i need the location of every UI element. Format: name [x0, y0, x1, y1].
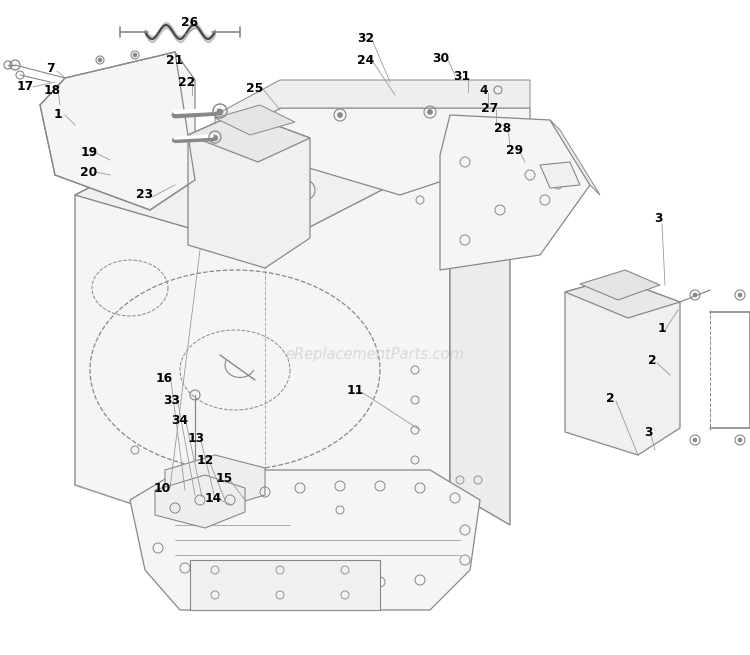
Circle shape	[133, 53, 137, 57]
Polygon shape	[215, 80, 530, 148]
Text: 17: 17	[16, 81, 34, 94]
Polygon shape	[440, 115, 590, 270]
Polygon shape	[580, 270, 660, 300]
Polygon shape	[565, 278, 680, 455]
Text: 10: 10	[153, 481, 170, 495]
Text: 1: 1	[658, 322, 666, 335]
Polygon shape	[165, 455, 265, 510]
Circle shape	[693, 293, 697, 297]
Polygon shape	[188, 112, 310, 268]
Text: 2: 2	[606, 392, 614, 405]
Circle shape	[427, 109, 433, 115]
Polygon shape	[188, 112, 310, 162]
Polygon shape	[540, 162, 580, 188]
Text: 29: 29	[506, 143, 524, 157]
Polygon shape	[40, 52, 195, 210]
Text: 1: 1	[54, 109, 62, 121]
Polygon shape	[75, 100, 450, 250]
Circle shape	[98, 58, 102, 62]
Circle shape	[693, 438, 697, 442]
Text: 28: 28	[494, 121, 512, 134]
Text: 12: 12	[196, 453, 214, 466]
Polygon shape	[130, 470, 480, 610]
Circle shape	[338, 113, 343, 117]
Circle shape	[58, 118, 62, 122]
Text: 24: 24	[358, 54, 374, 67]
Polygon shape	[215, 108, 530, 195]
Polygon shape	[450, 155, 510, 525]
Circle shape	[556, 183, 560, 187]
Text: 30: 30	[433, 52, 449, 64]
Text: 32: 32	[358, 31, 374, 45]
Polygon shape	[215, 105, 295, 135]
Text: 7: 7	[46, 62, 54, 75]
Text: 13: 13	[188, 432, 205, 445]
Text: 16: 16	[155, 371, 172, 384]
Polygon shape	[550, 120, 600, 195]
Text: 25: 25	[246, 81, 264, 94]
Text: 26: 26	[182, 16, 199, 29]
Text: 22: 22	[178, 75, 196, 88]
Text: 21: 21	[166, 54, 184, 67]
Text: 20: 20	[80, 166, 98, 179]
Circle shape	[738, 438, 742, 442]
Text: 4: 4	[480, 83, 488, 96]
Polygon shape	[75, 100, 450, 545]
Circle shape	[738, 293, 742, 297]
Text: 3: 3	[644, 426, 652, 438]
Text: 19: 19	[80, 147, 98, 160]
Polygon shape	[565, 278, 680, 318]
Text: 2: 2	[648, 354, 656, 367]
Text: eReplacementParts.com: eReplacementParts.com	[286, 348, 464, 362]
Circle shape	[253, 128, 257, 132]
Text: 18: 18	[44, 83, 61, 96]
Circle shape	[550, 166, 554, 170]
Text: 23: 23	[136, 189, 154, 202]
Text: 15: 15	[215, 472, 232, 485]
Polygon shape	[190, 560, 380, 610]
Text: 33: 33	[164, 394, 181, 407]
Text: 27: 27	[482, 102, 499, 115]
Polygon shape	[155, 475, 245, 528]
Text: 3: 3	[654, 212, 662, 225]
Text: 31: 31	[454, 69, 470, 83]
Text: 11: 11	[346, 383, 364, 396]
Text: 34: 34	[172, 413, 188, 426]
Text: 14: 14	[205, 491, 221, 504]
